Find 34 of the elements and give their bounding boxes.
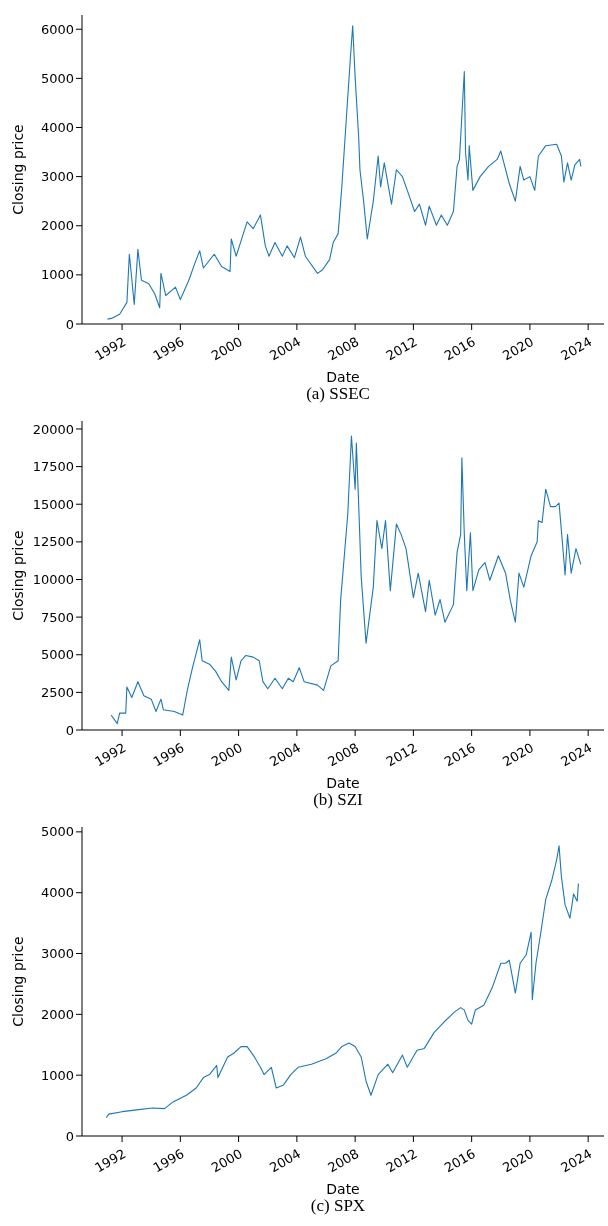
text: (b) SZI [312,790,364,810]
y-tick-label: 15000 [32,496,74,512]
x-axis-title: Date [326,1181,360,1197]
y-tick-label: 4000 [40,885,74,901]
y-tick-label: 7500 [40,609,74,625]
y-tick-label: 2500 [40,684,74,700]
line-series [105,845,579,1119]
y-tick-label: 4000 [40,120,74,136]
y-tick-label: 0 [65,1128,74,1144]
y-tick-label: 6000 [40,21,74,37]
x-axis-title: Date [326,775,360,791]
y-axis-title: Closing price [9,936,26,1027]
line-series [106,25,582,320]
y-tick-label: 0 [65,316,74,332]
y-tick-label: 3000 [40,946,74,962]
y-tick-label: 5000 [40,824,74,840]
y-tick-label: 0 [65,722,74,738]
y-tick-label: 12500 [32,534,74,550]
y-tick-label: 1000 [40,1067,74,1083]
y-tick-label: 20000 [32,421,74,437]
line-series [110,435,582,725]
y-tick-label: 1000 [40,267,74,283]
text: (a) SSEC [305,384,371,404]
y-tick-label: 5000 [40,70,74,86]
text: (c) SPX [309,1196,367,1216]
y-tick-label: 2000 [40,218,74,234]
y-tick-label: 3000 [40,169,74,185]
x-axis-title: Date [326,369,360,385]
y-tick-label: 2000 [40,1006,74,1022]
y-tick-label: 10000 [32,572,74,588]
y-tick-label: 17500 [32,459,74,475]
y-axis-title: Closing price [9,530,26,621]
y-tick-label: 5000 [40,647,74,663]
y-axis-title: Closing price [9,124,26,215]
